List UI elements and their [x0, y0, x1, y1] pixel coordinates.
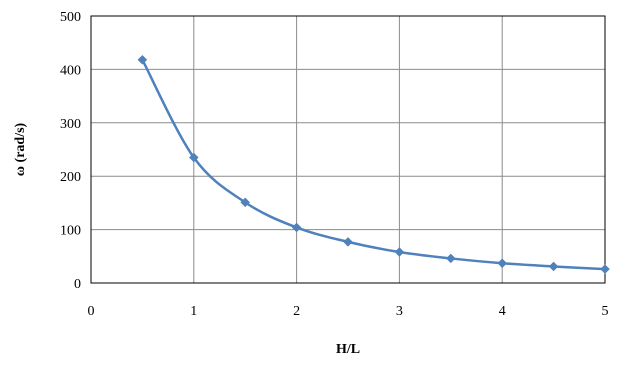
data-point-marker — [137, 54, 148, 65]
y-tick-label: 0 — [74, 277, 81, 292]
x-tick-label: 2 — [293, 304, 300, 319]
y-tick-label: 200 — [60, 170, 81, 185]
data-point-marker — [600, 264, 610, 274]
data-point-marker — [497, 258, 508, 269]
x-tick-label: 1 — [190, 304, 197, 319]
series-line — [141, 59, 606, 271]
y-tick-label: 300 — [60, 117, 81, 132]
data-point-marker — [343, 237, 353, 247]
x-axis-title: H/L — [336, 342, 360, 357]
x-tick-label: 0 — [88, 304, 95, 319]
x-tick-label: 4 — [499, 304, 506, 319]
tick-labels: 0 100 200 300 400 500 0 1 2 3 4 5 — [60, 10, 609, 319]
y-axis-title: ω (rad/s) — [13, 122, 28, 176]
x-tick-label: 5 — [602, 304, 609, 319]
y-tick-label: 500 — [60, 10, 81, 25]
y-tick-label: 400 — [60, 63, 81, 78]
y-tick-label: 100 — [60, 224, 81, 239]
data-point-marker — [445, 253, 456, 264]
data-point-marker — [548, 261, 559, 272]
series-layer — [137, 54, 610, 274]
data-point-marker — [240, 197, 251, 208]
data-point-marker — [188, 152, 199, 163]
plot-area-frame — [90, 15, 606, 284]
x-tick-label: 3 — [396, 304, 403, 319]
data-point-marker — [394, 247, 405, 257]
data-point-marker — [291, 222, 302, 233]
